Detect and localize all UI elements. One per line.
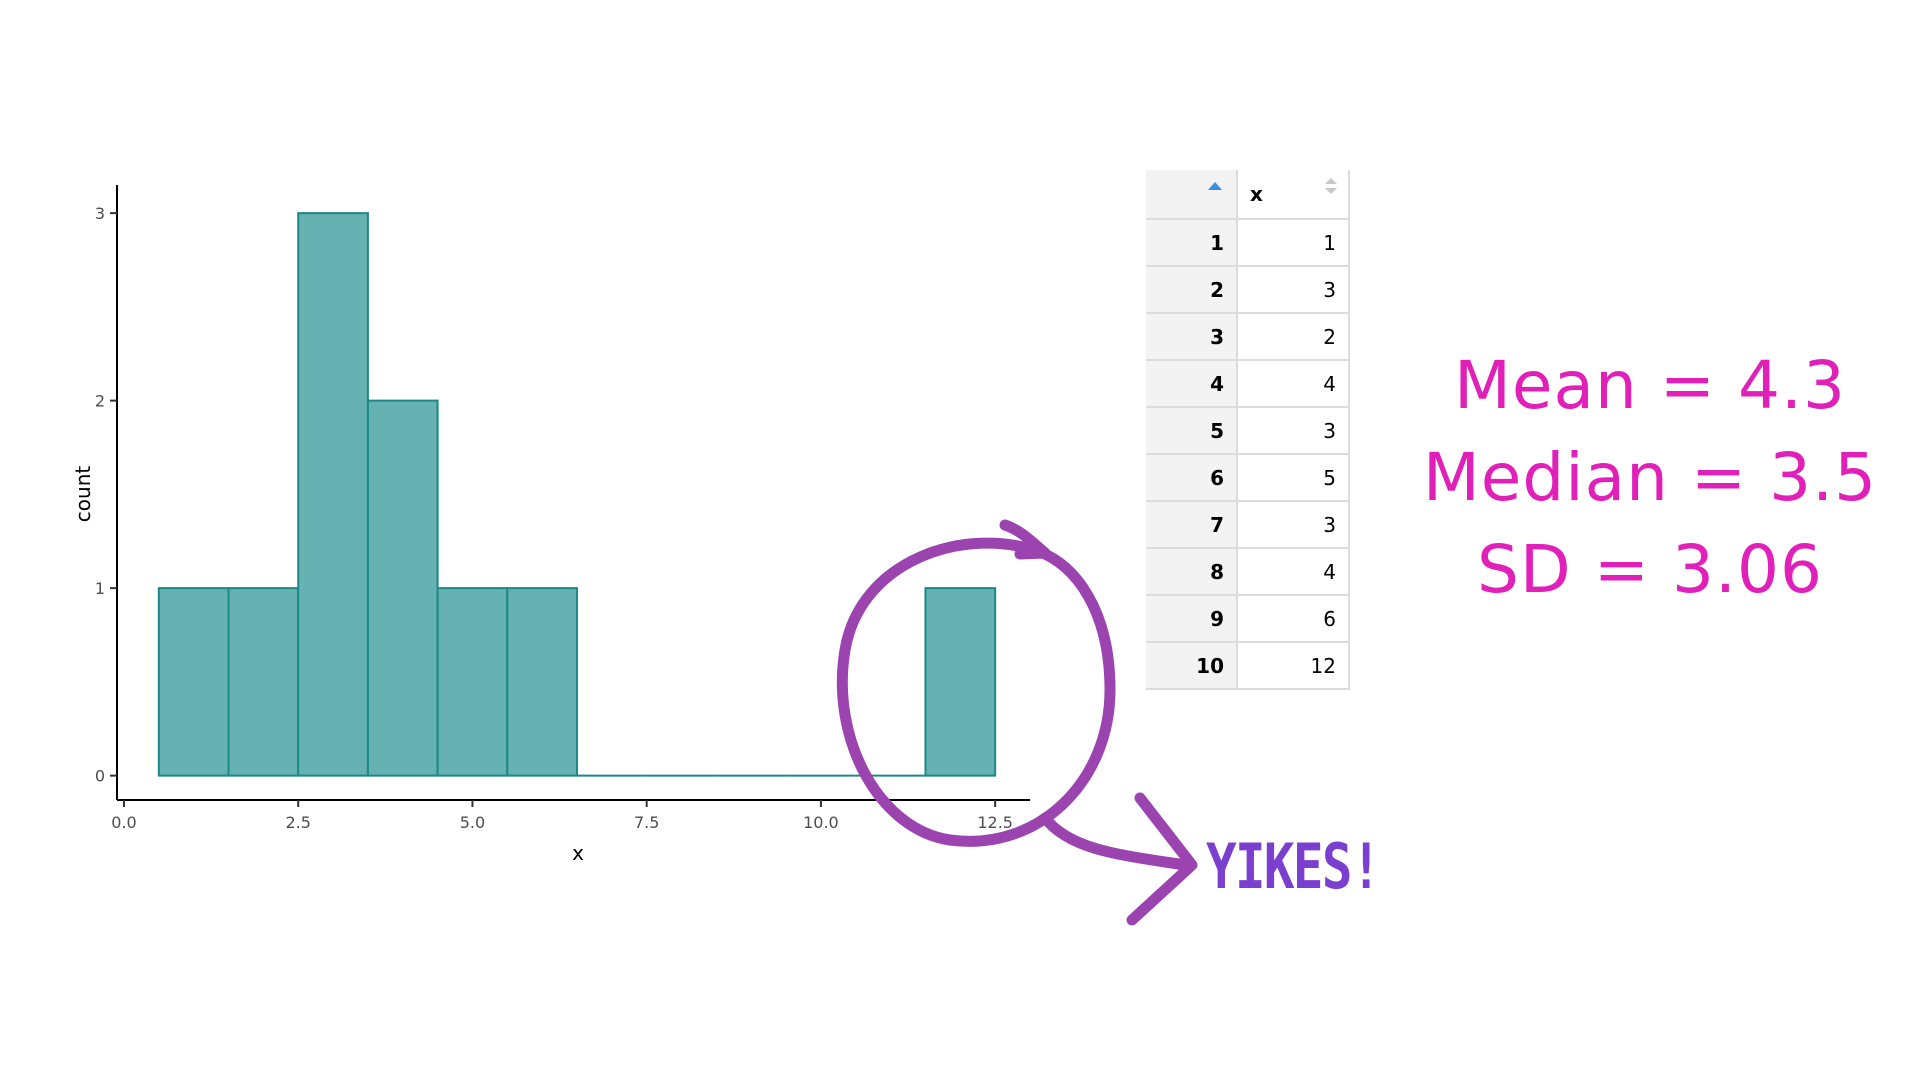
mean-stat: Mean = 4.3 xyxy=(1453,347,1847,424)
x-tick-label: 5.0 xyxy=(460,813,485,832)
histogram-bar xyxy=(227,587,300,777)
sort-toggle-icon[interactable] xyxy=(1324,176,1338,198)
row-index: 5 xyxy=(1146,407,1238,455)
index-column-header[interactable] xyxy=(1146,170,1238,220)
row-index: 8 xyxy=(1146,548,1238,596)
x-tick-label: 10.0 xyxy=(803,813,839,832)
row-value: 3 xyxy=(1237,407,1350,455)
table-row: 10 12 xyxy=(1146,642,1350,690)
data-table: x 1 1 2 3 3 2 4 4 5 3 6 5 7 3 8 4 9 6 10 12 xyxy=(1146,170,1350,690)
y-tick-label: 3 xyxy=(95,204,105,223)
row-value: 3 xyxy=(1237,501,1350,549)
row-value: 12 xyxy=(1237,642,1350,690)
row-index: 1 xyxy=(1146,219,1238,267)
row-value: 2 xyxy=(1237,313,1350,361)
circle-arrowhead xyxy=(999,519,1051,560)
row-value: 4 xyxy=(1237,548,1350,596)
y-tick-label: 1 xyxy=(95,579,105,598)
x-tick-label: 12.5 xyxy=(977,813,1013,832)
row-index: 3 xyxy=(1146,313,1238,361)
outlier-circle xyxy=(836,537,1116,847)
summary-stats: Mean = 4.3 Median = 3.5 SD = 3.06 xyxy=(1420,340,1880,616)
y-tick-label: 0 xyxy=(95,767,105,786)
outlier-annotation xyxy=(836,519,1198,926)
histogram-bar xyxy=(436,587,509,777)
y-tick-label: 2 xyxy=(95,392,105,411)
sort-ascending-icon[interactable] xyxy=(1208,182,1222,190)
histogram-bar xyxy=(366,399,439,777)
x-tick-label: 7.5 xyxy=(634,813,659,832)
x-column-label: x xyxy=(1250,182,1263,206)
x-axis-ticks: 0.0 2.5 5.0 7.5 10.0 12.5 xyxy=(111,800,1013,832)
x-axis-title: x xyxy=(572,841,584,865)
table-body: 1 1 2 3 3 2 4 4 5 3 6 5 7 3 8 4 9 6 10 12 xyxy=(1146,219,1350,690)
yikes-callout: YIKES! xyxy=(1206,830,1381,903)
row-index: 4 xyxy=(1146,360,1238,408)
row-index: 2 xyxy=(1146,266,1238,314)
row-value: 5 xyxy=(1237,454,1350,502)
sd-stat: SD = 3.06 xyxy=(1477,531,1823,608)
histogram-bar xyxy=(506,587,578,777)
row-value: 1 xyxy=(1237,219,1350,267)
callout-arrowhead xyxy=(1126,792,1198,926)
x-column-header[interactable]: x xyxy=(1237,170,1350,220)
y-axis-title: count xyxy=(71,466,95,523)
histogram-bar xyxy=(297,212,369,777)
row-value: 4 xyxy=(1237,360,1350,408)
histogram-bar xyxy=(157,587,230,777)
row-index: 9 xyxy=(1146,595,1238,643)
median-stat: Median = 3.5 xyxy=(1422,439,1878,516)
row-index: 6 xyxy=(1146,454,1238,502)
histogram-bars xyxy=(157,212,997,777)
histogram-bar xyxy=(924,587,997,777)
row-value: 6 xyxy=(1237,595,1350,643)
row-index: 10 xyxy=(1146,642,1238,690)
row-index: 7 xyxy=(1146,501,1238,549)
y-axis-ticks: 0 1 2 3 xyxy=(95,204,117,786)
row-value: 3 xyxy=(1237,266,1350,314)
x-tick-label: 2.5 xyxy=(285,813,310,832)
x-tick-label: 0.0 xyxy=(111,813,136,832)
callout-arrow xyxy=(1039,812,1191,871)
